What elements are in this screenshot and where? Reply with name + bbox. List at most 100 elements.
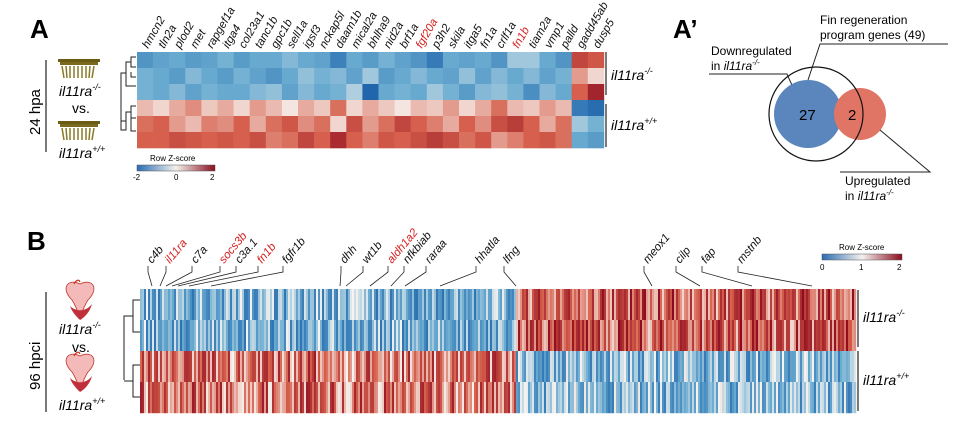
heatmap-column: [602, 351, 605, 383]
heatmap-column: [558, 351, 561, 383]
heatmap-column: [480, 351, 483, 383]
heatmap-column: [540, 320, 543, 352]
heatmap-column: [474, 351, 477, 383]
heatmap-column: [144, 351, 147, 383]
heatmap-column: [252, 351, 255, 383]
panel-a-heatmap: [137, 52, 605, 149]
heatmap-column: [448, 351, 451, 383]
heatmap-column: [264, 320, 267, 352]
heatmap-column: [796, 351, 799, 383]
heatmap-column: [368, 289, 371, 321]
heatmap-column: [514, 289, 517, 321]
heatmap-column: [502, 382, 505, 414]
heatmap-column: [824, 382, 827, 414]
panel-a-prime: A’ Fin regeneration program genes (49) D…: [673, 13, 948, 203]
heatmap-column: [766, 382, 769, 414]
heatmap-column: [520, 382, 523, 414]
heatmap-column: [420, 351, 423, 383]
heatmap-column: [396, 289, 399, 321]
panel-b-row-label-mutant: il11ra-/-: [863, 308, 905, 325]
heatmap-column: [578, 320, 581, 352]
heatmap-column: [758, 382, 761, 414]
heatmap-column: [850, 382, 853, 414]
heatmap-column: [832, 289, 835, 321]
heatmap-column: [536, 351, 539, 383]
heatmap-column: [828, 289, 831, 321]
heatmap-column: [622, 382, 625, 414]
heatmap-column: [708, 289, 711, 321]
heatmap-column: [348, 382, 351, 414]
heatmap-column: [730, 351, 733, 383]
heatmap-column: [444, 382, 447, 414]
heatmap-cell: [394, 52, 411, 69]
heatmap-column: [702, 351, 705, 383]
heatmap-column: [146, 289, 149, 321]
heatmap-column: [466, 320, 469, 352]
heatmap-column: [266, 351, 269, 383]
heatmap-column: [346, 351, 349, 383]
heatmap-column: [660, 382, 663, 414]
heatmap-column: [440, 289, 443, 321]
heatmap-column: [174, 351, 177, 383]
heatmap-column: [194, 351, 197, 383]
heatmap-column: [196, 289, 199, 321]
panel-a-row-label-mutant: il11ra-/-: [611, 66, 653, 83]
heatmap-column: [742, 382, 745, 414]
heatmap-column: [654, 351, 657, 383]
heatmap-cell: [507, 132, 524, 149]
heatmap-column: [538, 382, 541, 414]
heatmap-column: [800, 382, 803, 414]
heatmap-column: [676, 320, 679, 352]
heatmap-column: [830, 289, 833, 321]
heatmap-cell: [539, 52, 556, 69]
heatmap-column: [292, 351, 295, 383]
heatmap-column: [160, 351, 163, 383]
heatmap-column: [728, 351, 731, 383]
heatmap-column: [490, 382, 493, 414]
heatmap-column: [272, 382, 275, 414]
heatmap-column: [436, 382, 439, 414]
heatmap-column: [270, 382, 273, 414]
heatmap-column: [764, 351, 767, 383]
heatmap-column: [466, 382, 469, 414]
heatmap-column: [726, 382, 729, 414]
heatmap-column: [794, 289, 797, 321]
heatmap-column: [834, 320, 837, 352]
gene-label: c7a: [189, 244, 210, 266]
heatmap-column: [696, 351, 699, 383]
heatmap-column: [838, 382, 841, 414]
heatmap-column: [736, 382, 739, 414]
heatmap-column: [350, 320, 353, 352]
heatmap-column: [546, 382, 549, 414]
heatmap-column: [242, 382, 245, 414]
heatmap-column: [752, 351, 755, 383]
heatmap-column: [748, 320, 751, 352]
heatmap-column: [172, 289, 175, 321]
heatmap-column: [244, 289, 247, 321]
heatmap-column: [140, 320, 143, 352]
heatmap-cell: [265, 132, 283, 149]
heatmap-cell: [378, 84, 395, 101]
heatmap-column: [778, 289, 781, 321]
heatmap-column: [180, 351, 183, 383]
heatmap-column: [696, 382, 699, 414]
heatmap-column: [356, 382, 359, 414]
heatmap-column: [484, 320, 487, 352]
panel-a-genotype-bottom: il11ra+/+: [59, 144, 105, 161]
heatmap-column: [804, 320, 807, 352]
heatmap-column: [328, 382, 331, 414]
heatmap-column: [148, 351, 151, 383]
heatmap-column: [622, 351, 625, 383]
heatmap-column: [364, 382, 367, 414]
heatmap-column: [408, 351, 411, 383]
heatmap-column: [654, 382, 657, 414]
heatmap-column: [796, 320, 799, 352]
heatmap-cell: [281, 68, 299, 85]
heatmap-column: [732, 320, 735, 352]
heatmap-column: [248, 351, 251, 383]
heatmap-column: [840, 351, 843, 383]
heatmap-column: [230, 289, 233, 321]
heatmap-column: [298, 289, 301, 321]
heatmap-column: [850, 289, 853, 321]
heatmap-column: [582, 351, 585, 383]
